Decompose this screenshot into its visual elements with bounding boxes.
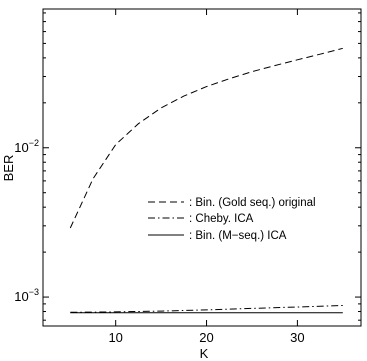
x-tick-label: 20	[199, 330, 213, 345]
series-line-2	[70, 305, 343, 313]
plot-frame	[42, 8, 362, 327]
x-axis-label: K	[200, 346, 209, 361]
y-tick-label: 10−3	[14, 287, 39, 304]
legend-entry-label: : Cheby. ICA	[189, 213, 254, 225]
x-tick-label: 30	[290, 330, 304, 345]
x-tick-label: 10	[108, 330, 122, 345]
series-lines	[69, 47, 343, 314]
legend: : Bin. (Gold seq.) original : Cheby. ICA:…	[148, 197, 316, 242]
y-tick-label: 10−2	[14, 138, 39, 155]
legend-entry-label: : Bin. (Gold seq.) original	[189, 197, 316, 209]
ticks: 10 20 30 10−3 10−2	[14, 9, 361, 345]
y-axis-label: BER	[1, 155, 16, 182]
series-line-1	[69, 47, 343, 229]
legend-entry-label: : Bin. (M−seq.) ICA	[189, 230, 287, 242]
